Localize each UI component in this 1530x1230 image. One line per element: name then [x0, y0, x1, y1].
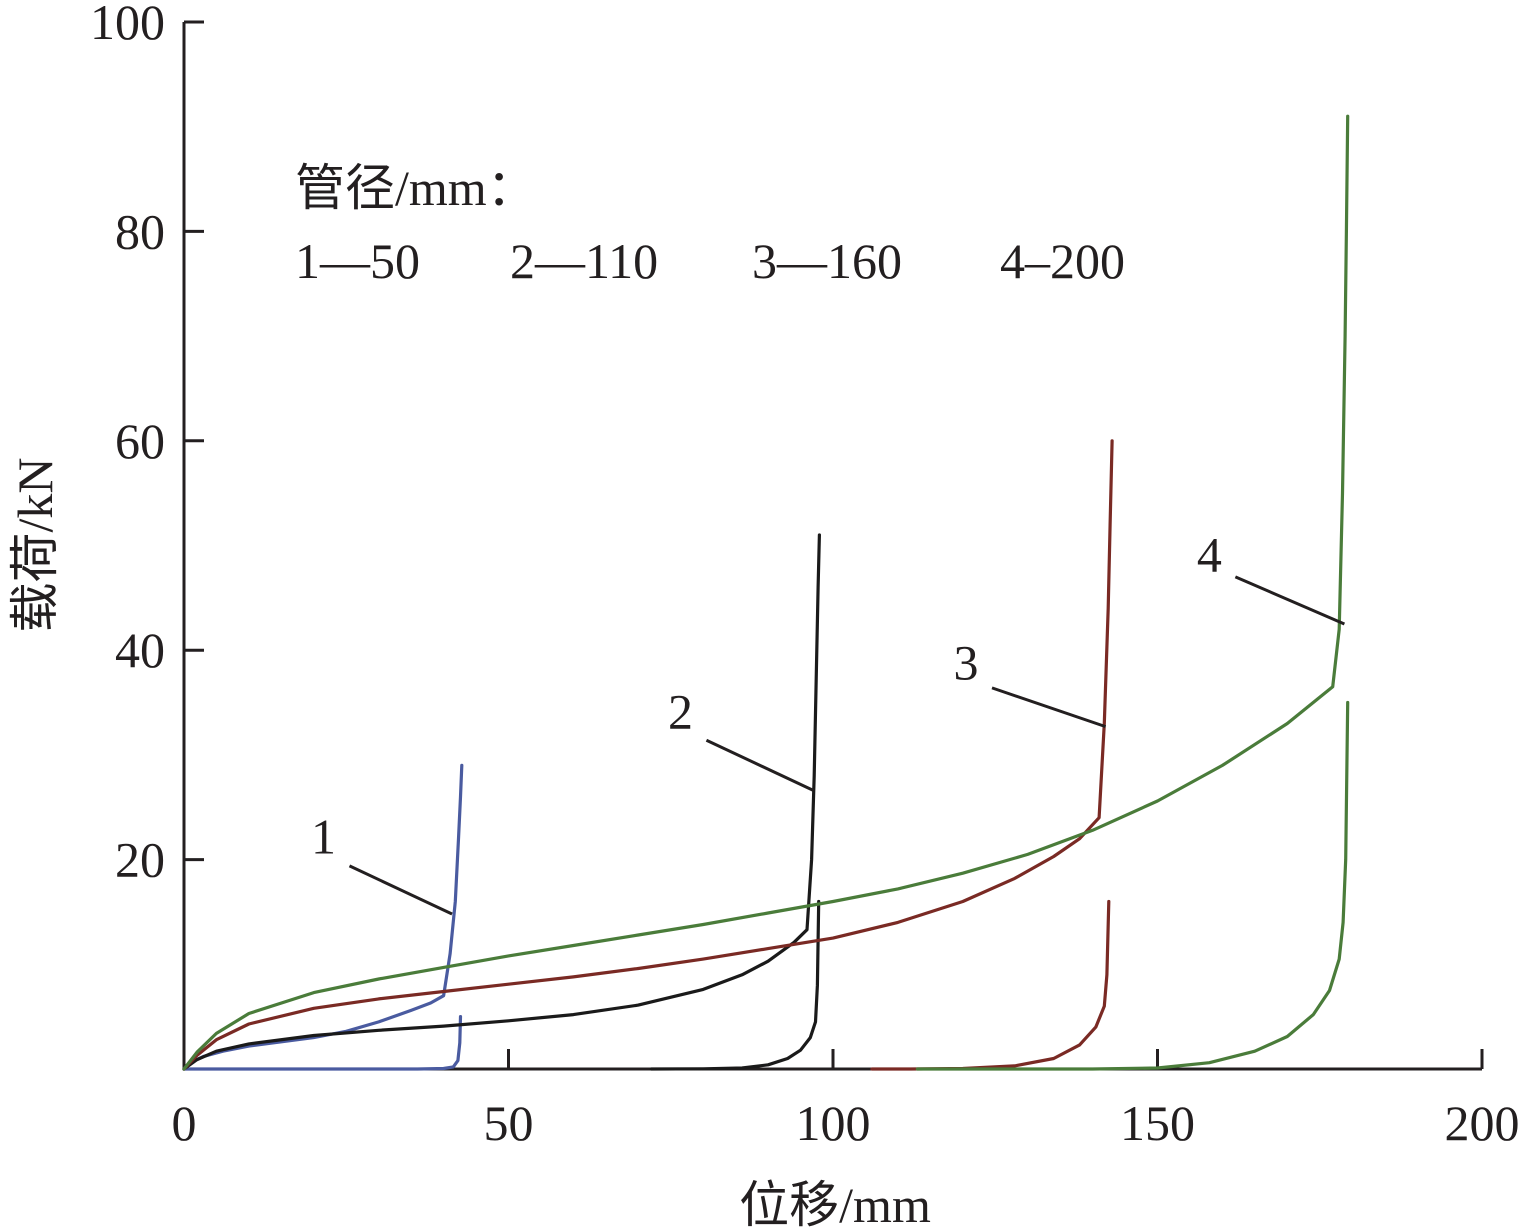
x-axis-label: 位移/mm — [739, 1177, 931, 1230]
legend-entry-1: 1—50 — [295, 233, 420, 289]
callout-label-4: 4 — [1197, 527, 1222, 583]
series-3 — [182, 439, 1114, 1071]
legend-entry-2: 2—110 — [510, 233, 658, 289]
series-3-loading-curve — [182, 439, 1114, 1071]
callout-label-2: 2 — [668, 684, 693, 740]
series-2 — [182, 533, 821, 1071]
y-tick-label: 20 — [115, 832, 165, 888]
series-2-loading-curve — [182, 533, 821, 1071]
callout-leader-4 — [1234, 575, 1346, 626]
series-1-secondary-curve — [182, 1015, 463, 1071]
y-axis-label: 载荷/kN — [7, 458, 63, 633]
x-tick-label: 50 — [484, 1095, 534, 1151]
series-4-secondary-curve — [915, 700, 1350, 1071]
callout-leader-1 — [348, 864, 453, 916]
callout-leader-3 — [991, 686, 1107, 729]
series-4-loading-curve — [182, 114, 1350, 1071]
series-1 — [182, 763, 464, 1071]
x-tick-label: 200 — [1445, 1095, 1520, 1151]
y-tick-label: 60 — [115, 413, 165, 469]
legend-title: 管径/mm： — [295, 160, 537, 216]
curves — [182, 114, 1350, 1071]
x-tick-label: 0 — [172, 1095, 197, 1151]
y-tick-label: 80 — [115, 203, 165, 259]
axes: 0 50 100 150 200 20 40 60 80 100 — [90, 0, 1520, 1151]
callout-label-3: 3 — [954, 635, 979, 691]
x-tick-label: 150 — [1120, 1095, 1195, 1151]
y-tick-label: 100 — [90, 0, 165, 50]
callout-label-1: 1 — [311, 808, 336, 864]
series-4 — [182, 114, 1350, 1071]
x-tick-label: 100 — [796, 1095, 871, 1151]
callouts: 1 2 3 4 — [311, 527, 1346, 916]
legend-entry-3: 3—160 — [752, 233, 902, 289]
legend-entry-4: 4–200 — [1000, 233, 1125, 289]
series-3-secondary-curve — [870, 899, 1111, 1071]
y-tick-label: 40 — [115, 622, 165, 678]
series-2-secondary-curve — [649, 899, 821, 1071]
callout-leader-2 — [705, 738, 815, 792]
series-1-loading-curve — [182, 763, 464, 1071]
